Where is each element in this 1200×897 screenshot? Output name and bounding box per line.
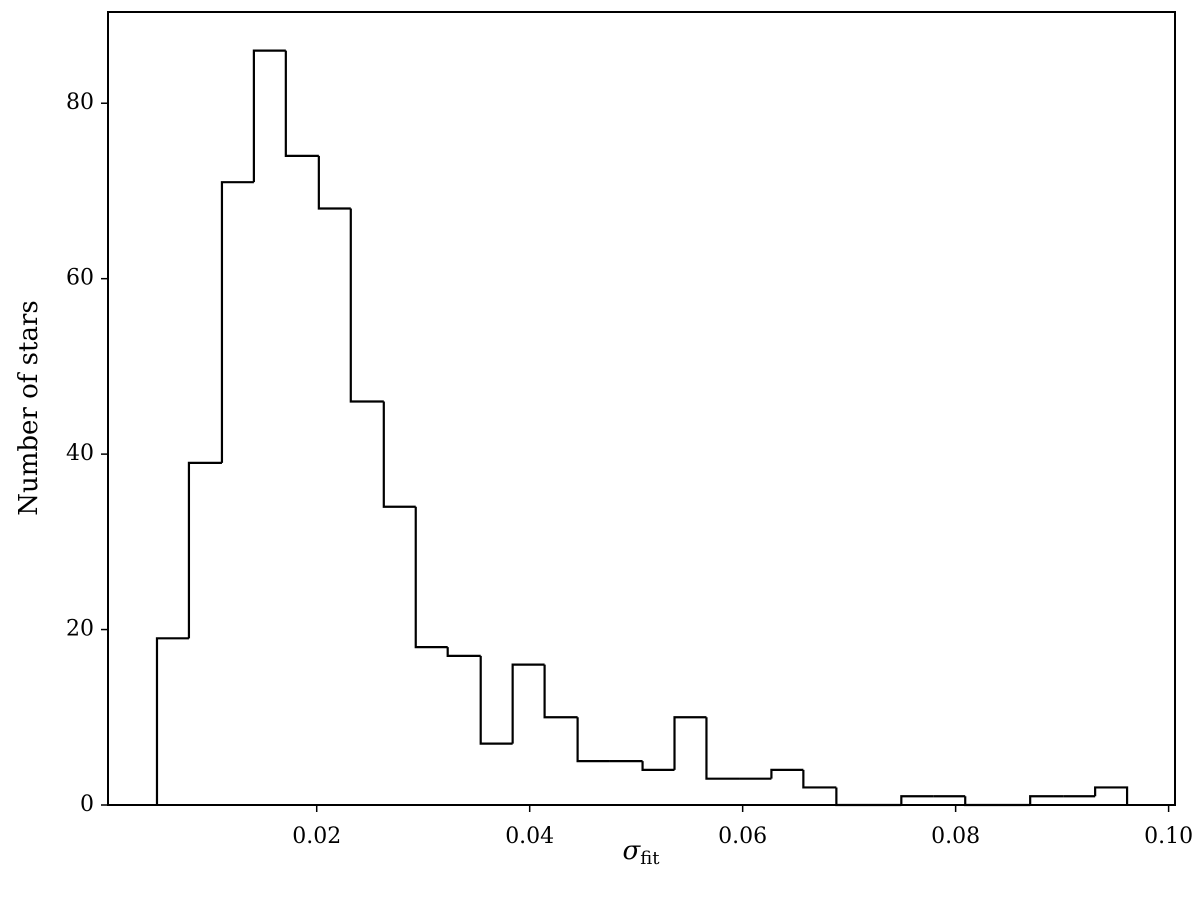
histogram-step (187, 461, 222, 639)
histogram-step (284, 50, 319, 157)
histogram-step (641, 761, 675, 772)
histogram-step (705, 717, 740, 780)
histogram-step (155, 637, 189, 805)
histogram-step (317, 155, 351, 210)
x-tick-label: 0.10 (1144, 824, 1193, 849)
y-tick-label: 40 (66, 441, 94, 466)
x-label-subscript: fit (640, 848, 660, 869)
histogram-step (835, 787, 869, 807)
histogram-step (382, 401, 416, 508)
x-tick-label: 0.06 (718, 824, 767, 849)
y-axis-label: Number of stars (14, 300, 44, 515)
x-label-symbol: σ (623, 836, 642, 866)
histogram-step (964, 796, 999, 807)
histogram-step (349, 208, 384, 403)
y-tick-label: 0 (80, 792, 94, 817)
y-tick-label: 80 (66, 90, 94, 115)
histogram-step (479, 655, 513, 745)
histogram-step (414, 506, 448, 649)
x-tick-label: 0.02 (292, 824, 341, 849)
x-tick-label: 0.08 (931, 824, 980, 849)
axes-frame (107, 11, 1176, 806)
histogram-step (1029, 795, 1064, 805)
histogram-step (511, 663, 545, 744)
histogram-step (576, 717, 610, 763)
histogram-step (1094, 786, 1129, 805)
histogram-step (802, 769, 837, 789)
x-tick-label: 0.04 (505, 824, 554, 849)
y-tick-label: 20 (66, 617, 94, 642)
histogram-step (770, 768, 804, 779)
histogram-step (220, 181, 254, 463)
y-tick-label: 60 (66, 266, 94, 291)
histogram-step (446, 647, 481, 657)
histogram-step (673, 716, 707, 770)
histogram-step (543, 664, 578, 719)
histogram-step (252, 49, 286, 183)
x-axis-label: σfit (623, 836, 661, 869)
histogram-step (900, 795, 934, 805)
